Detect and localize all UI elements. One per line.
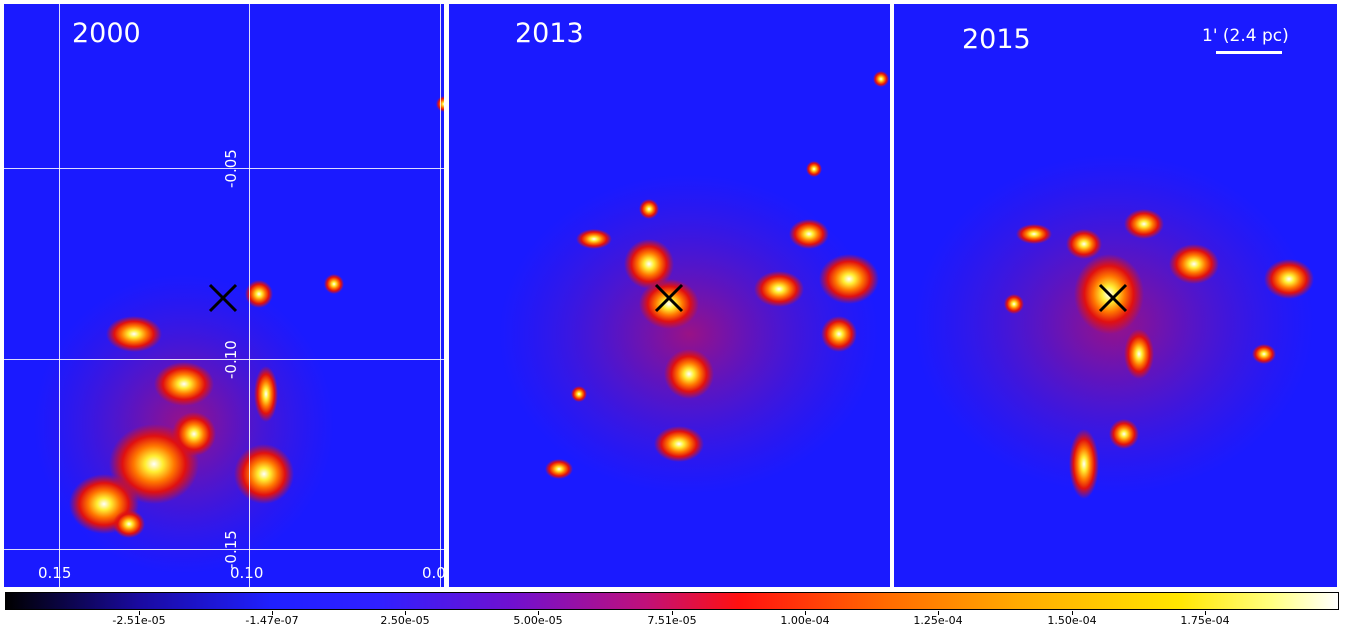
grid-line-vertical	[440, 4, 441, 587]
scale-bar	[1216, 51, 1282, 54]
x-tick-label: 0.0	[422, 564, 444, 582]
colorbar-label: -2.51e-05	[112, 614, 166, 627]
image-panel-2000: 2000 -0.05 -0.10 -0.15 0.15 0.10 0.0	[4, 4, 444, 587]
year-label: 2013	[515, 18, 584, 49]
colorbar-tick	[1072, 611, 1073, 615]
colorbar-label: -1.47e-07	[245, 614, 299, 627]
x-tick-label: 0.10	[230, 564, 264, 582]
image-panel-2015: 2015 1' (2.4 pc)	[894, 4, 1337, 587]
colorbar-tick	[672, 611, 673, 615]
grid-line-vertical	[249, 4, 250, 587]
colorbar-tick	[272, 611, 273, 615]
grid-line-horizontal	[4, 549, 444, 550]
cross-marker-icon	[654, 283, 684, 313]
emission-map-2013	[449, 4, 890, 587]
colorbar-label: 1.75e-04	[1180, 614, 1230, 627]
colorbar-tick	[1205, 611, 1206, 615]
colorbar-tick	[538, 611, 539, 615]
year-label: 2015	[962, 24, 1031, 55]
x-tick-label: 0.15	[38, 564, 72, 582]
grid-line-horizontal	[4, 168, 444, 169]
colorbar-label: 2.50e-05	[380, 614, 430, 627]
colorbar-label: 1.25e-04	[913, 614, 963, 627]
image-panel-2013: 2013	[449, 4, 890, 587]
colorbar-tick	[938, 611, 939, 615]
colorbar-label: 1.00e-04	[780, 614, 830, 627]
scale-bar-label: 1' (2.4 pc)	[1202, 26, 1289, 46]
colorbar-tick	[805, 611, 806, 615]
year-label: 2000	[72, 18, 141, 49]
cross-marker-icon	[208, 283, 238, 313]
y-tick-label: -0.05	[222, 149, 240, 188]
colorbar-tick	[139, 611, 140, 615]
colorbar-tick	[405, 611, 406, 615]
colorbar-label: 7.51e-05	[647, 614, 697, 627]
cross-marker-icon	[1098, 283, 1128, 313]
grid-line-horizontal	[4, 359, 444, 360]
colorbar	[5, 592, 1339, 610]
grid-line-vertical	[59, 4, 60, 587]
emission-map-2000	[4, 4, 444, 587]
colorbar-label: 5.00e-05	[513, 614, 563, 627]
colorbar-label: 1.50e-04	[1047, 614, 1097, 627]
y-tick-label: -0.10	[222, 340, 240, 379]
